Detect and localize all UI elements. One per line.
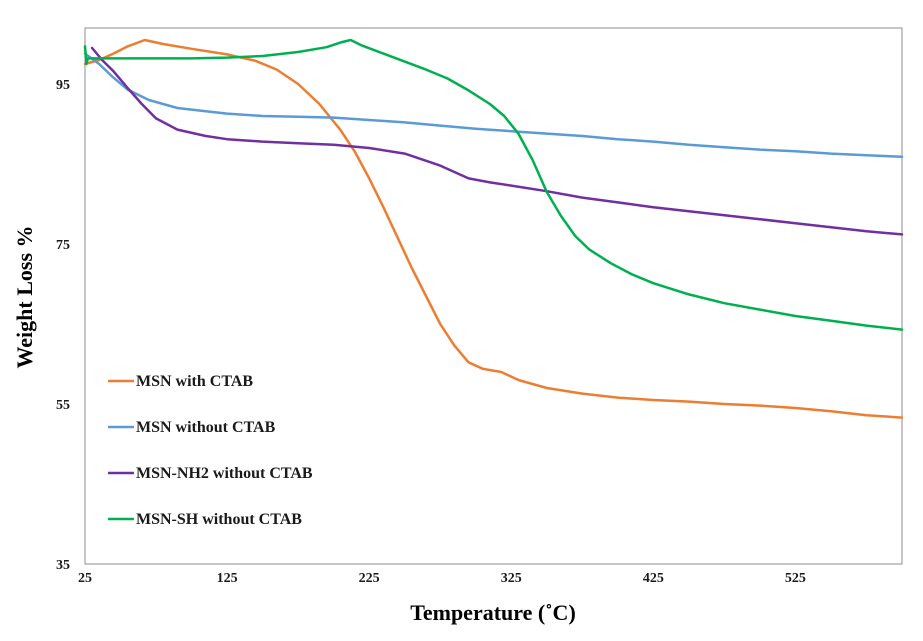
series-line-1 <box>83 38 904 419</box>
y-tick-label: 35 <box>56 558 70 573</box>
x-tick-label: 525 <box>785 571 806 586</box>
legend-label: MSN without CTAB <box>136 419 276 436</box>
x-axis-title: Temperature (˚C) <box>410 600 576 625</box>
series-lines <box>83 38 904 419</box>
y-tick-label: 55 <box>56 398 70 413</box>
legend: MSN with CTAB MSN without CTAB MSN-NH2 wit… <box>108 373 313 528</box>
series-line-2 <box>83 52 904 159</box>
x-tick-label: 25 <box>78 571 92 586</box>
y-axis-title: Weight Loss % <box>12 225 37 368</box>
y-tick-label: 75 <box>56 238 70 253</box>
x-tick-label: 425 <box>643 571 664 586</box>
legend-label: MSN-SH without CTAB <box>136 511 302 528</box>
legend-label: MSN-NH2 without CTAB <box>136 465 313 482</box>
series-line-4 <box>83 38 904 331</box>
plot-area-frame <box>84 27 903 565</box>
x-tick-label: 125 <box>217 571 238 586</box>
legend-label: MSN with CTAB <box>136 373 253 390</box>
y-axis-ticks: 35 55 75 95 <box>56 78 70 573</box>
y-tick-label: 95 <box>56 78 70 93</box>
series-line-3 <box>90 46 904 236</box>
x-tick-label: 225 <box>359 571 380 586</box>
x-axis-ticks: 25 125 225 325 425 525 <box>78 571 806 586</box>
x-tick-label: 325 <box>501 571 522 586</box>
